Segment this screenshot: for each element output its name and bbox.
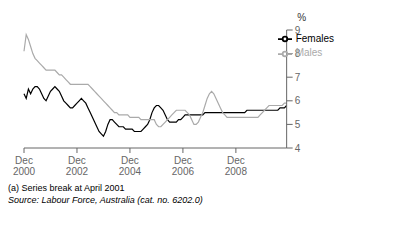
svg-text:5: 5 <box>295 119 301 130</box>
svg-text:Dec2006: Dec2006 <box>172 155 195 177</box>
svg-text:7: 7 <box>295 72 301 83</box>
svg-text:%: % <box>297 12 306 23</box>
svg-text:6: 6 <box>295 95 301 106</box>
svg-text:Dec2004: Dec2004 <box>119 155 142 177</box>
svg-text:Dec2008: Dec2008 <box>225 155 248 177</box>
svg-text:Dec2002: Dec2002 <box>66 155 89 177</box>
svg-text:Dec2000: Dec2000 <box>13 155 36 177</box>
svg-text:9: 9 <box>295 25 301 36</box>
svg-text:4: 4 <box>295 143 301 154</box>
svg-text:8: 8 <box>295 48 301 59</box>
